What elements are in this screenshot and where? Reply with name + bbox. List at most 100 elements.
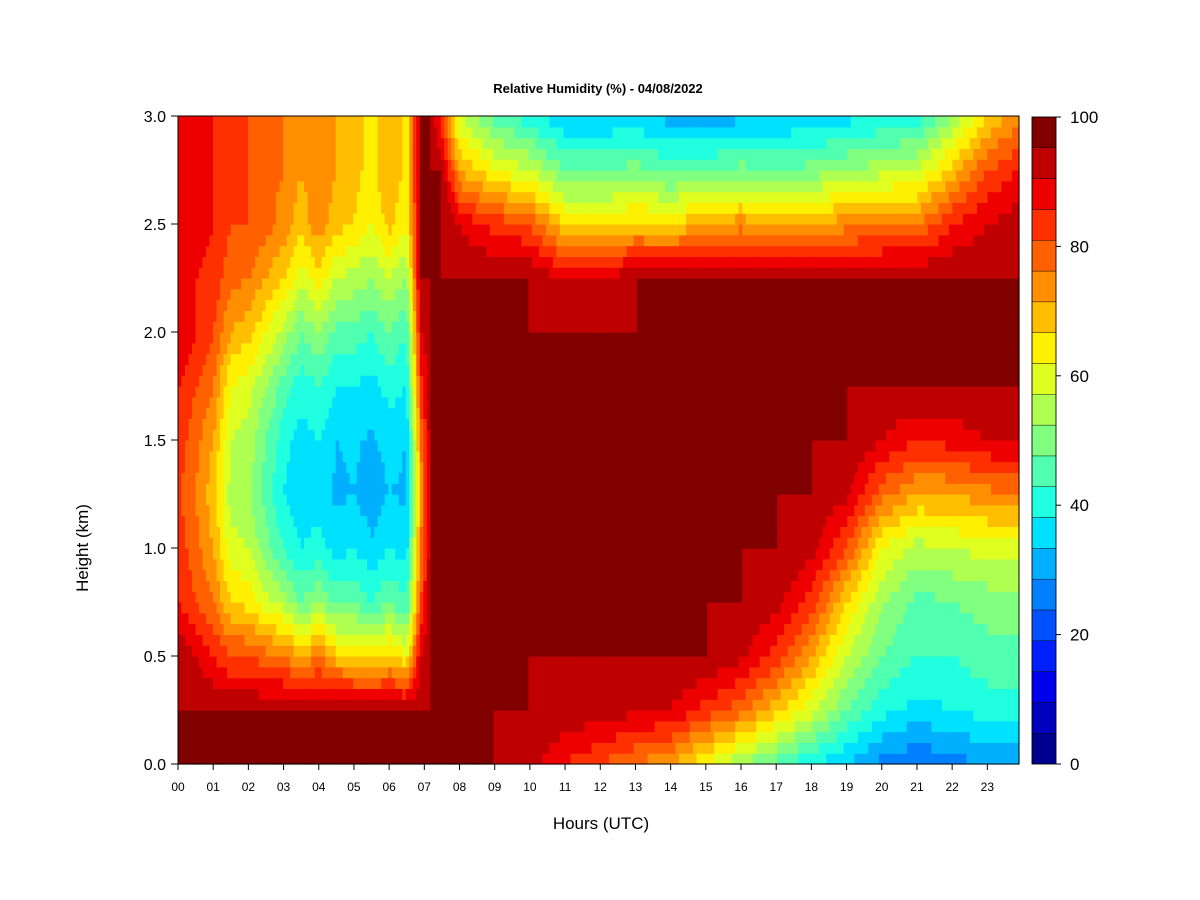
heatmap-cell <box>409 396 414 409</box>
heatmap-cell <box>213 278 218 290</box>
heatmap-cell <box>339 612 344 625</box>
heatmap-cell <box>437 558 442 571</box>
heatmap-cell <box>286 375 291 387</box>
heatmap-cell <box>314 731 319 743</box>
heatmap-cell <box>409 375 414 387</box>
heatmap-cell <box>430 299 435 311</box>
heatmap-cell <box>465 720 470 733</box>
heatmap-cell <box>297 526 302 538</box>
heatmap-cell <box>444 116 449 128</box>
heatmap-cell <box>419 256 424 268</box>
heatmap-cell <box>412 612 417 625</box>
heatmap-cell <box>321 224 326 236</box>
heatmap-cell <box>311 418 316 430</box>
heatmap-cell <box>458 677 463 689</box>
heatmap-cell <box>335 180 340 193</box>
heatmap-cell <box>465 299 470 311</box>
heatmap-cell <box>300 688 305 700</box>
heatmap-cell <box>370 159 375 171</box>
heatmap-cell <box>272 159 277 171</box>
heatmap-cell <box>206 450 211 463</box>
heatmap-cell <box>269 504 274 517</box>
heatmap-cell <box>454 278 459 290</box>
heatmap-cell <box>251 720 256 733</box>
heatmap-cell <box>321 558 326 571</box>
heatmap-cell <box>283 731 288 743</box>
heatmap-cell <box>227 483 232 495</box>
heatmap-cell <box>293 342 298 355</box>
heatmap-cell <box>370 645 375 657</box>
heatmap-cell <box>437 278 442 290</box>
heatmap-cell <box>402 299 407 311</box>
heatmap-cell <box>178 332 183 344</box>
heatmap-cell <box>458 461 463 473</box>
heatmap-cell <box>325 213 330 225</box>
heatmap-cell <box>328 494 333 506</box>
heatmap-cell <box>335 656 340 668</box>
heatmap-cell <box>426 645 431 657</box>
heatmap-cell <box>227 440 232 452</box>
heatmap-cell <box>300 364 305 376</box>
heatmap-cell <box>437 602 442 614</box>
heatmap-cell <box>262 450 267 463</box>
heatmap-cell <box>444 126 449 139</box>
heatmap-cell <box>405 342 410 355</box>
heatmap-cell <box>223 580 228 592</box>
heatmap-cell <box>423 126 428 139</box>
heatmap-cell <box>321 267 326 279</box>
heatmap-cell <box>363 537 368 549</box>
heatmap-cell <box>454 116 459 128</box>
heatmap-cell <box>440 580 445 592</box>
heatmap-cell <box>461 461 466 473</box>
heatmap-cell <box>241 666 246 679</box>
heatmap-cell <box>423 148 428 160</box>
heatmap-cell <box>360 396 365 409</box>
heatmap-cell <box>293 677 298 689</box>
heatmap-cell <box>412 656 417 668</box>
heatmap-cell <box>388 580 393 592</box>
heatmap-cell <box>339 602 344 614</box>
heatmap-cell <box>286 256 291 268</box>
heatmap-cell <box>304 731 309 743</box>
heatmap-cell <box>447 332 452 344</box>
heatmap-cell <box>356 299 361 311</box>
heatmap-cell <box>195 321 200 333</box>
heatmap-cell <box>199 537 204 549</box>
heatmap-cell <box>290 645 295 657</box>
heatmap-cell <box>269 461 274 473</box>
heatmap-cell <box>314 450 319 463</box>
heatmap-cell <box>272 407 277 419</box>
heatmap-cell <box>377 180 382 193</box>
heatmap-cell <box>230 688 235 700</box>
heatmap-cell <box>220 332 225 344</box>
heatmap-cell <box>423 666 428 679</box>
heatmap-cell <box>279 137 284 149</box>
heatmap-cell <box>416 731 421 743</box>
heatmap-cell <box>377 224 382 236</box>
heatmap-cell <box>423 386 428 398</box>
heatmap-cell <box>227 299 232 311</box>
heatmap-cell <box>363 310 368 322</box>
heatmap-cell <box>391 396 396 409</box>
heatmap-cell <box>290 602 295 614</box>
heatmap-cell <box>342 537 347 549</box>
heatmap-cell <box>395 342 400 355</box>
heatmap-cell <box>405 245 410 257</box>
heatmap-cell <box>430 710 435 722</box>
heatmap-cell <box>342 191 347 203</box>
heatmap-cell <box>318 407 323 419</box>
heatmap-cell <box>356 256 361 268</box>
heatmap-cell <box>216 116 221 128</box>
heatmap-cell <box>353 688 358 700</box>
heatmap-cell <box>409 418 414 430</box>
heatmap-cell <box>360 202 365 214</box>
heatmap-cell <box>444 710 449 722</box>
heatmap-cell <box>402 332 407 344</box>
heatmap-cell <box>255 332 260 344</box>
heatmap-cell <box>433 267 438 279</box>
heatmap-cell <box>325 245 330 257</box>
heatmap-cell <box>311 267 316 279</box>
heatmap-cell <box>300 450 305 463</box>
heatmap-cell <box>293 710 298 722</box>
heatmap-cell <box>461 699 466 711</box>
